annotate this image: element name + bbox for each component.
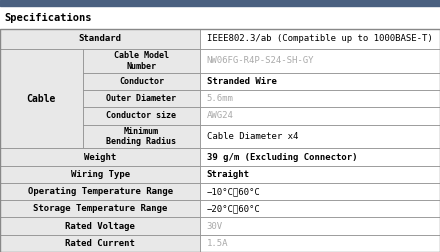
Bar <box>200 200 440 217</box>
Bar <box>200 49 440 73</box>
Bar <box>0 183 200 200</box>
Bar <box>0 235 200 252</box>
Text: Cable Diameter x4: Cable Diameter x4 <box>207 132 298 141</box>
Bar <box>200 124 440 148</box>
Text: 39 g/m (Excluding Connector): 39 g/m (Excluding Connector) <box>207 152 357 162</box>
Text: −20°C～60°C: −20°C～60°C <box>207 204 260 213</box>
Bar <box>200 217 440 235</box>
Bar <box>0 29 440 252</box>
Bar <box>200 73 440 90</box>
Bar <box>200 183 440 200</box>
Text: Conductor size: Conductor size <box>106 111 176 120</box>
Text: Cable: Cable <box>27 94 56 104</box>
Bar <box>83 124 200 148</box>
Text: Stranded Wire: Stranded Wire <box>207 77 277 86</box>
Text: NW06FG-R4P-S24-SH-GY: NW06FG-R4P-S24-SH-GY <box>207 56 314 65</box>
Bar <box>0 217 200 235</box>
Text: Straight: Straight <box>207 170 250 179</box>
Bar <box>83 49 200 73</box>
Bar <box>0 148 200 166</box>
Text: AWG24: AWG24 <box>207 111 234 120</box>
Bar <box>83 90 200 107</box>
Bar <box>200 90 440 107</box>
Text: Conductor: Conductor <box>119 77 164 86</box>
Text: Storage Temperature Range: Storage Temperature Range <box>33 204 167 213</box>
Text: Operating Temperature Range: Operating Temperature Range <box>28 187 172 196</box>
Text: 5.6mm: 5.6mm <box>207 94 234 103</box>
Bar <box>200 29 440 49</box>
Bar <box>200 107 440 124</box>
Bar <box>0 49 83 148</box>
Text: Rated Voltage: Rated Voltage <box>65 222 135 231</box>
Bar <box>200 235 440 252</box>
Bar <box>0 29 200 49</box>
Text: −10°C～60°C: −10°C～60°C <box>207 187 260 196</box>
Text: 1.5A: 1.5A <box>207 239 228 248</box>
Text: Wiring Type: Wiring Type <box>70 170 130 179</box>
Bar <box>0 166 200 183</box>
Bar <box>0 200 200 217</box>
Text: IEEE802.3/ab (Compatible up to 1000BASE-T): IEEE802.3/ab (Compatible up to 1000BASE-… <box>207 35 433 43</box>
Text: Outer Diameter: Outer Diameter <box>106 94 176 103</box>
Text: Rated Current: Rated Current <box>65 239 135 248</box>
Text: Cable Model
Number: Cable Model Number <box>114 51 169 71</box>
Bar <box>83 107 200 124</box>
Text: Minimum
Bending Radius: Minimum Bending Radius <box>106 127 176 146</box>
Bar <box>0 0 440 6</box>
Text: Weight: Weight <box>84 152 116 162</box>
Bar <box>83 73 200 90</box>
Text: Standard: Standard <box>79 35 121 43</box>
Text: 30V: 30V <box>207 222 223 231</box>
Text: Specifications: Specifications <box>4 13 92 22</box>
Bar <box>200 148 440 166</box>
Bar <box>200 166 440 183</box>
